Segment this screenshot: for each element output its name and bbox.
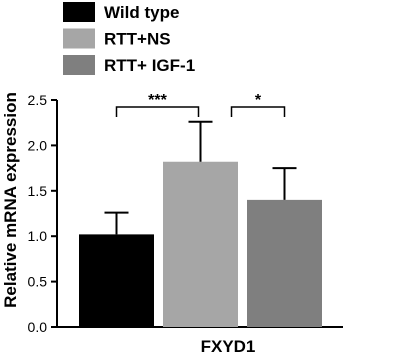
bar <box>247 199 322 327</box>
y-tick-label: 2.5 <box>28 92 48 108</box>
error-bar <box>104 211 129 235</box>
legend-label: Wild type <box>104 3 179 22</box>
y-tick-label: 0.0 <box>28 319 48 335</box>
error-bar <box>188 120 213 162</box>
legend-label: RTT+NS <box>104 30 171 49</box>
annotation: * <box>255 92 262 109</box>
annotation: *** <box>148 92 167 109</box>
y-axis-label: Relative mRNA expression <box>1 92 20 308</box>
bar <box>79 234 154 327</box>
y-tick-label: 1.5 <box>28 183 48 199</box>
significance-bracket <box>230 106 286 117</box>
legend-swatch <box>63 28 95 49</box>
y-tick-label: 2.0 <box>28 137 48 153</box>
x-tick-label: FXYD1 <box>201 337 256 356</box>
y-tick-label: 1.0 <box>28 228 48 244</box>
legend-swatch <box>63 55 95 75</box>
error-bar <box>272 167 297 200</box>
legend-swatch <box>63 2 95 22</box>
y-tick-label: 0.5 <box>28 274 48 290</box>
significance-bracket <box>115 106 200 117</box>
bar <box>163 161 238 327</box>
legend-label: RTT+ IGF-1 <box>104 56 195 75</box>
